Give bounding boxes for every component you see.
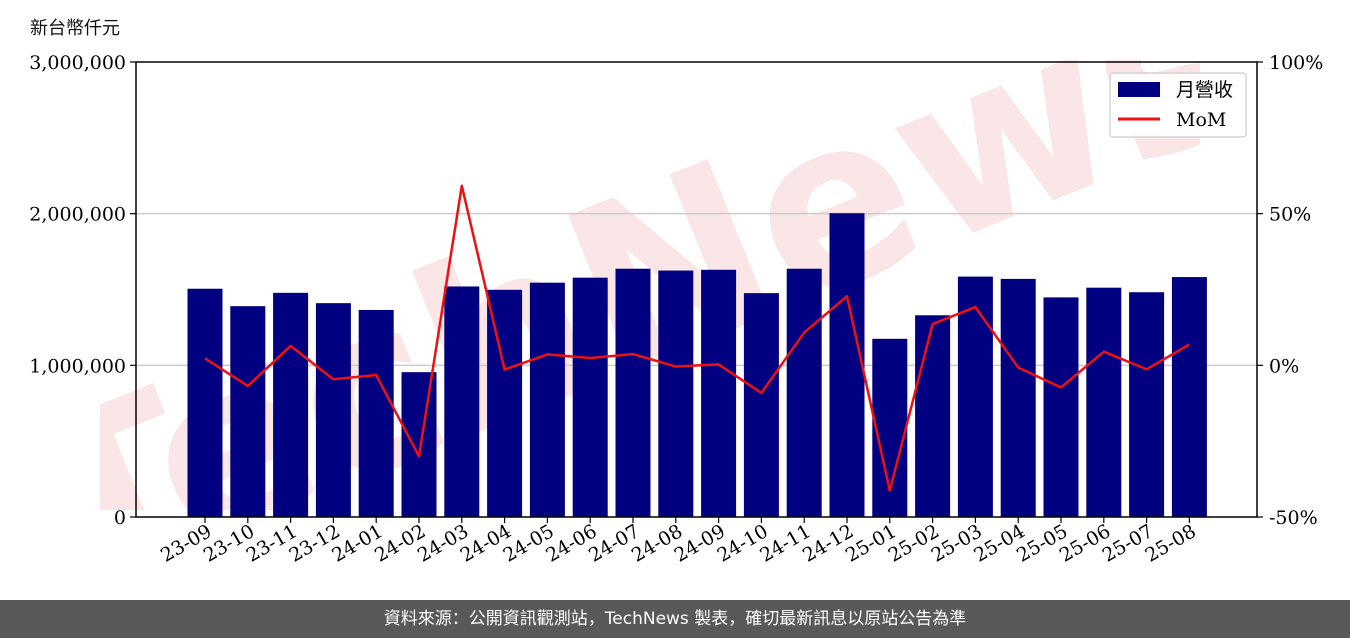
legend-swatch-revenue bbox=[1118, 82, 1160, 97]
revenue-bars bbox=[187, 213, 1207, 517]
mom-line-path bbox=[204, 184, 1191, 492]
left-tick-label: 1,000,000 bbox=[29, 355, 126, 377]
legend-label-revenue: 月營收 bbox=[1176, 79, 1233, 101]
y-axis-unit-label: 新台幣仟元 bbox=[30, 18, 120, 39]
bar-24-11 bbox=[786, 268, 822, 517]
bar-25-08 bbox=[1171, 277, 1207, 517]
bar-25-02 bbox=[915, 315, 951, 517]
bar-24-12 bbox=[829, 213, 865, 517]
left-tick-label: 3,000,000 bbox=[29, 52, 126, 74]
bar-24-05 bbox=[529, 282, 565, 517]
bar-24-10 bbox=[743, 293, 779, 517]
right-tick-label: -50% bbox=[1269, 507, 1318, 529]
bar-23-09 bbox=[187, 288, 223, 517]
legend: 月營收 MoM bbox=[1109, 72, 1247, 138]
mom-line bbox=[204, 184, 1191, 492]
bar-24-07 bbox=[615, 268, 651, 517]
bar-23-11 bbox=[273, 292, 309, 517]
bar-24-02 bbox=[401, 372, 437, 517]
right-tick-label: 100% bbox=[1269, 52, 1323, 74]
bar-23-10 bbox=[230, 306, 266, 517]
plot-frame bbox=[135, 61, 1258, 518]
bar-25-04 bbox=[1000, 278, 1036, 517]
bar-24-03 bbox=[444, 286, 480, 517]
bar-24-01 bbox=[358, 309, 394, 517]
source-footer: 資料來源：公開資訊觀測站，TechNews 製表，確切最新訊息以原站公告為準 bbox=[0, 600, 1350, 638]
left-tick-label: 2,000,000 bbox=[29, 204, 126, 226]
bar-25-06 bbox=[1086, 287, 1122, 517]
revenue-chart: 0 1,000,000 2,000,000 3,000,000 -50% 0% 50% 100… bbox=[29, 52, 1323, 567]
bar-23-12 bbox=[315, 303, 351, 517]
bar-25-03 bbox=[957, 276, 993, 517]
bar-24-09 bbox=[701, 269, 737, 517]
bar-24-08 bbox=[658, 270, 694, 517]
x-tick-label: 25-08 bbox=[1141, 520, 1199, 566]
bar-24-06 bbox=[572, 277, 608, 517]
right-tick-label: 0% bbox=[1269, 355, 1299, 377]
bar-25-05 bbox=[1043, 297, 1079, 517]
bar-24-04 bbox=[487, 289, 523, 517]
left-tick-label: 0 bbox=[114, 507, 126, 529]
bar-25-07 bbox=[1129, 292, 1165, 517]
legend-label-mom: MoM bbox=[1176, 109, 1226, 131]
right-tick-label: 50% bbox=[1269, 204, 1311, 226]
